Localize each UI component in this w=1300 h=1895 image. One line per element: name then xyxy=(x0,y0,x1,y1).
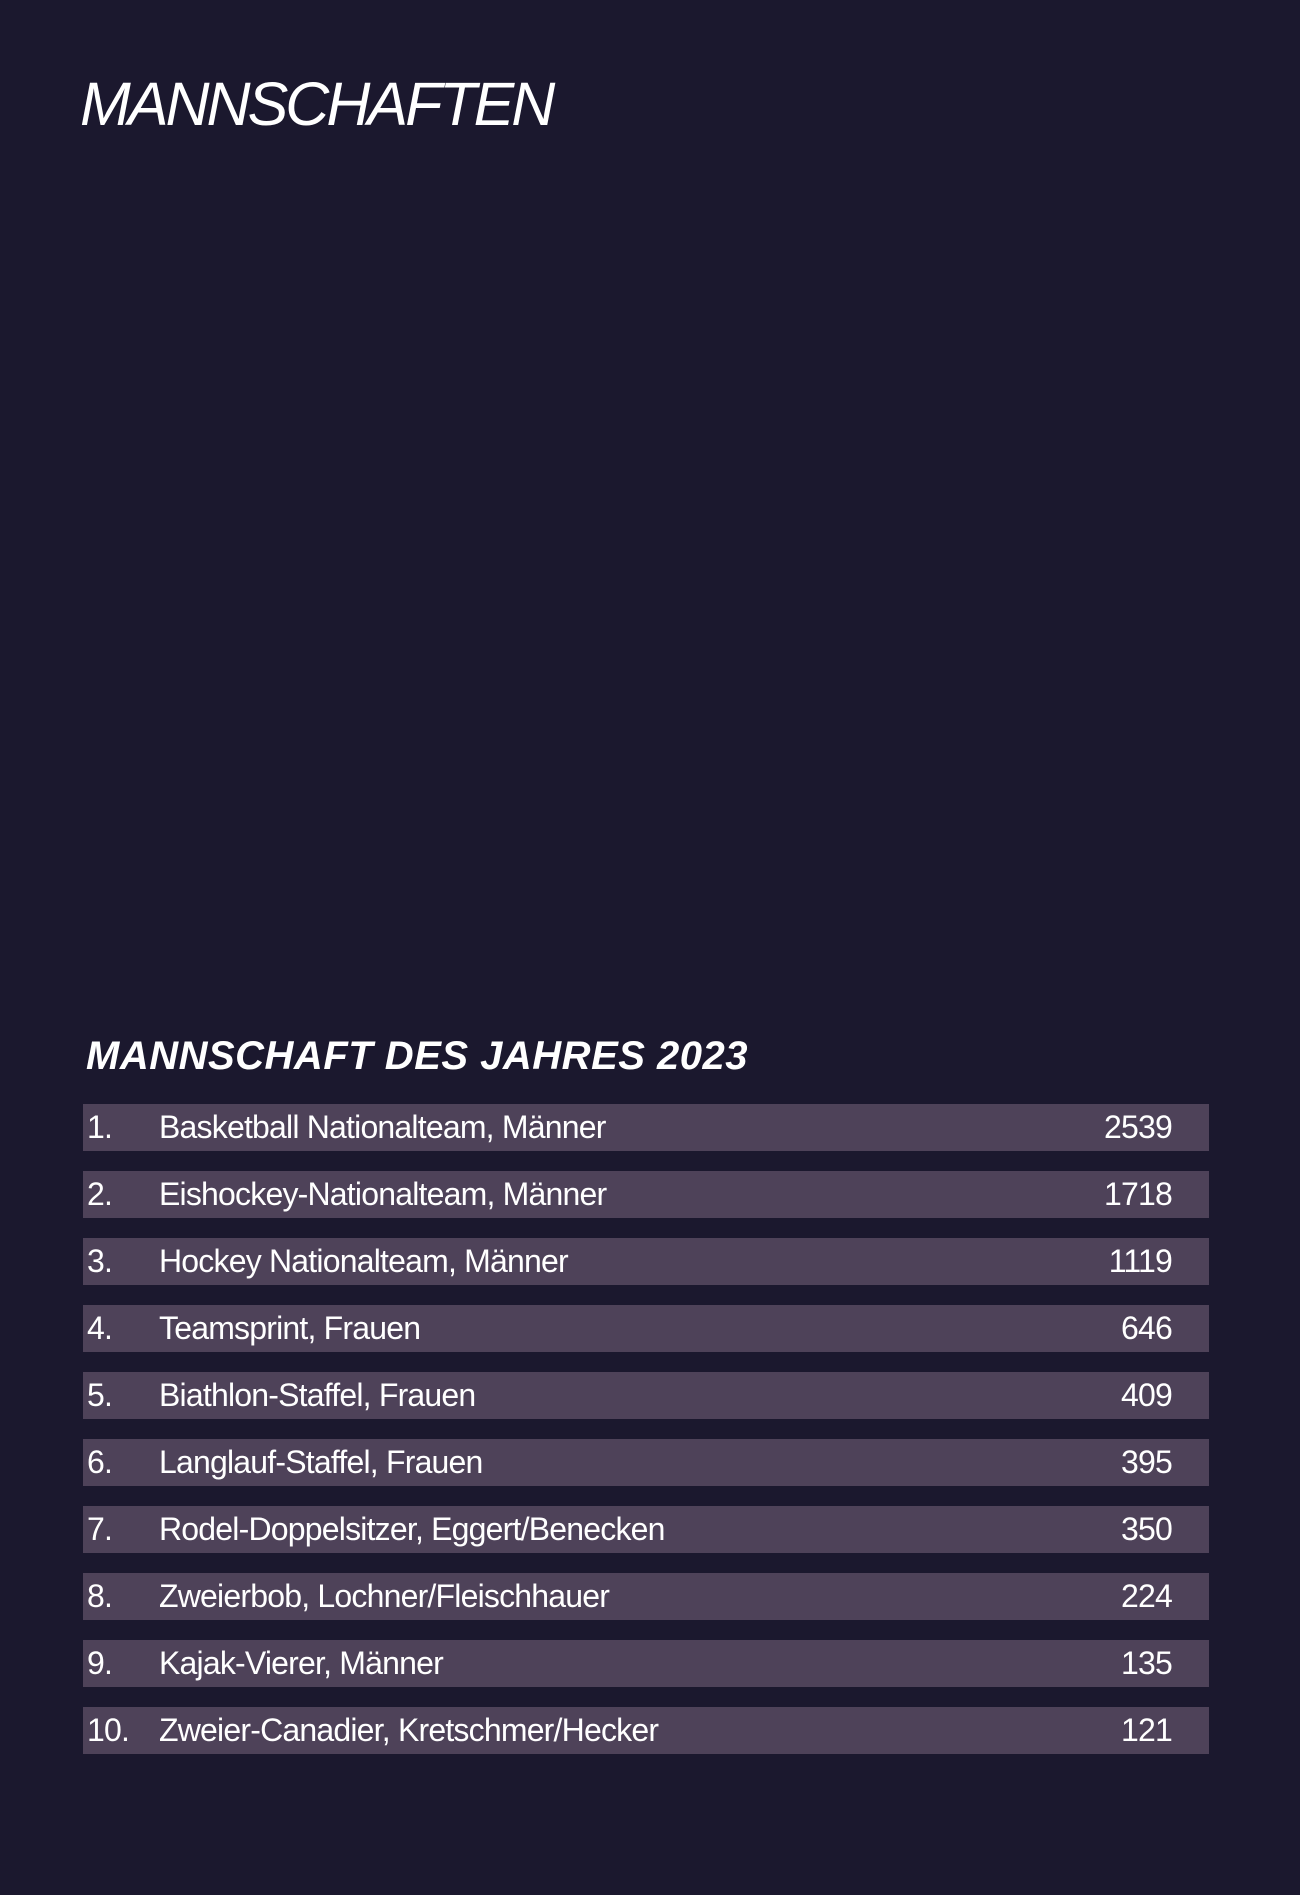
ranking-row: 4. Teamsprint, Frauen 646 xyxy=(83,1305,1209,1352)
ranking-row: 9. Kajak-Vierer, Männer 135 xyxy=(83,1640,1209,1687)
ranking-row: 3. Hockey Nationalteam, Männer 1119 xyxy=(83,1238,1209,1285)
team-name: Zweierbob, Lochner/Fleischhauer xyxy=(159,1578,610,1614)
team-name: Langlauf-Staffel, Frauen xyxy=(159,1444,483,1480)
ranking-list: 1. Basketball Nationalteam, Männer 2539 … xyxy=(83,1104,1209,1774)
rank-number: 5. xyxy=(87,1377,113,1413)
vote-count: 135 xyxy=(1121,1645,1173,1681)
team-name: Biathlon-Staffel, Frauen xyxy=(159,1377,476,1413)
vote-count: 409 xyxy=(1121,1377,1173,1413)
vote-count: 646 xyxy=(1121,1310,1173,1346)
page-title: MANNSCHAFTEN xyxy=(80,70,555,138)
vote-count: 224 xyxy=(1121,1578,1173,1614)
rank-number: 2. xyxy=(87,1176,113,1212)
rank-number: 6. xyxy=(87,1444,113,1480)
rank-number: 7. xyxy=(87,1511,113,1547)
rank-number: 10. xyxy=(87,1712,130,1748)
vote-count: 350 xyxy=(1121,1511,1173,1547)
ranking-row: 10. Zweier-Canadier, Kretschmer/Hecker 1… xyxy=(83,1707,1209,1754)
team-name: Kajak-Vierer, Männer xyxy=(159,1645,444,1681)
vote-count: 121 xyxy=(1121,1712,1173,1748)
team-name: Hockey Nationalteam, Männer xyxy=(159,1243,569,1279)
vote-count: 395 xyxy=(1121,1444,1173,1480)
ranking-row: 5. Biathlon-Staffel, Frauen 409 xyxy=(83,1372,1209,1419)
ranking-row: 2. Eishockey-Nationalteam, Männer 1718 xyxy=(83,1171,1209,1218)
team-name: Rodel-Doppelsitzer, Eggert/Benecken xyxy=(159,1511,665,1547)
vote-count: 2539 xyxy=(1104,1109,1173,1145)
section-title: MANNSCHAFT DES JAHRES 2023 xyxy=(86,1034,749,1078)
rank-number: 1. xyxy=(87,1109,113,1145)
team-name: Eishockey-Nationalteam, Männer xyxy=(159,1176,607,1212)
ranking-row: 1. Basketball Nationalteam, Männer 2539 xyxy=(83,1104,1209,1151)
rank-number: 4. xyxy=(87,1310,113,1346)
rank-number: 8. xyxy=(87,1578,113,1614)
vote-count: 1718 xyxy=(1104,1176,1173,1212)
ranking-row: 7. Rodel-Doppelsitzer, Eggert/Benecken 3… xyxy=(83,1506,1209,1553)
team-name: Zweier-Canadier, Kretschmer/Hecker xyxy=(159,1712,659,1748)
ranking-row: 8. Zweierbob, Lochner/Fleischhauer 224 xyxy=(83,1573,1209,1620)
team-name: Basketball Nationalteam, Männer xyxy=(159,1109,606,1145)
rank-number: 3. xyxy=(87,1243,113,1279)
vote-count: 1119 xyxy=(1108,1243,1173,1279)
team-name: Teamsprint, Frauen xyxy=(159,1310,421,1346)
rank-number: 9. xyxy=(87,1645,113,1681)
ranking-row: 6. Langlauf-Staffel, Frauen 395 xyxy=(83,1439,1209,1486)
